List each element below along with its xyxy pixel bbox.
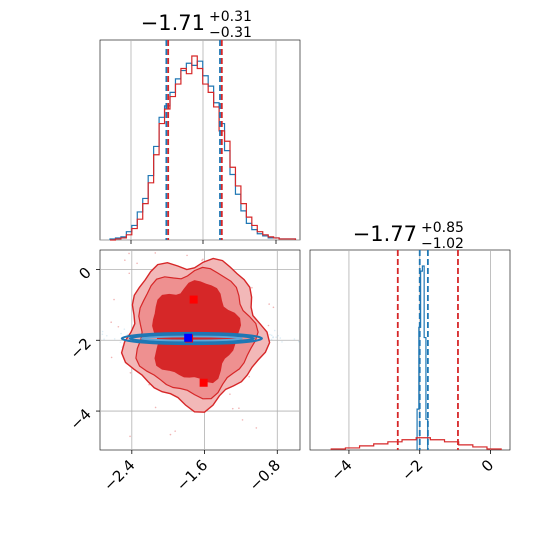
contour-inner bbox=[152, 280, 242, 384]
sample-point bbox=[270, 334, 273, 337]
sample-point bbox=[273, 329, 276, 332]
y-tick-label: −4 bbox=[66, 405, 94, 433]
sample-point bbox=[154, 252, 157, 254]
x-tick-label: −2 bbox=[398, 456, 426, 484]
y-tick-label: 0 bbox=[75, 264, 94, 283]
quantile-lines bbox=[396, 250, 459, 450]
sample-point bbox=[255, 427, 258, 429]
y-ticks: 0 −2 −4 bbox=[66, 264, 100, 434]
panel-title-minus-param-2: −1.02 bbox=[421, 236, 464, 252]
sample-point bbox=[129, 372, 132, 374]
sample-point bbox=[154, 406, 157, 409]
sample-point bbox=[238, 407, 240, 410]
point-marker bbox=[199, 378, 208, 387]
sample-point bbox=[279, 337, 282, 339]
panel-title-plus-param-1: +0.31 bbox=[209, 9, 252, 25]
sample-point bbox=[275, 336, 277, 338]
histogram-series bbox=[330, 437, 502, 450]
sample-point bbox=[174, 430, 176, 432]
histogram-series bbox=[110, 55, 297, 241]
sample-point bbox=[231, 407, 234, 410]
sample-point bbox=[270, 338, 273, 341]
sample-point bbox=[124, 259, 126, 261]
x-tick-label: −0.8 bbox=[246, 456, 284, 494]
sample-point bbox=[119, 341, 122, 344]
sample-point bbox=[201, 259, 203, 262]
sample-point bbox=[272, 336, 274, 339]
sample-point bbox=[103, 338, 105, 341]
sample-point bbox=[251, 286, 253, 289]
point-markers bbox=[184, 295, 208, 387]
x-tick-label: −4 bbox=[327, 456, 355, 484]
sample-point bbox=[113, 298, 115, 301]
point-marker bbox=[189, 295, 198, 304]
sample-point bbox=[136, 262, 138, 265]
sample-point bbox=[241, 419, 244, 421]
histograms bbox=[109, 55, 297, 241]
x-tick-label: −2.4 bbox=[100, 456, 138, 494]
panel-title-param-1: −1.71 bbox=[141, 11, 205, 35]
x-tick-label: −1.6 bbox=[173, 456, 211, 494]
sample-point bbox=[202, 258, 204, 261]
sample-point bbox=[126, 333, 129, 336]
sample-point bbox=[129, 435, 131, 438]
sample-point bbox=[272, 306, 275, 309]
blue-contour bbox=[120, 331, 263, 346]
panel-title-param-2: −1.77 bbox=[353, 222, 417, 246]
sample-point bbox=[101, 333, 104, 336]
sample-point bbox=[148, 383, 150, 386]
panel-title-plus-param-2: +0.85 bbox=[421, 220, 464, 236]
panel-title-minus-param-1: −0.31 bbox=[209, 25, 252, 41]
marginal-panel-param-1: −1.71 +0.31 −0.31 bbox=[99, 9, 301, 244]
sample-point bbox=[298, 340, 300, 343]
marginal-panel-param-2: −4 −2 0 −1.77 +0.85 −1.02 bbox=[309, 220, 511, 484]
sample-point bbox=[113, 338, 116, 340]
sample-point bbox=[248, 375, 250, 378]
sample-point bbox=[169, 433, 172, 436]
quantile-lines bbox=[165, 40, 223, 240]
axes-frame bbox=[309, 249, 511, 451]
sample-point bbox=[269, 333, 271, 336]
sample-point bbox=[268, 303, 270, 305]
sample-point bbox=[277, 334, 279, 337]
sample-point bbox=[128, 272, 131, 275]
sample-point bbox=[123, 328, 126, 330]
x-ticks: −2.4 −1.6 −0.8 bbox=[100, 450, 284, 495]
point-marker bbox=[184, 333, 193, 342]
axes-frame bbox=[99, 39, 301, 241]
sample-point bbox=[101, 330, 104, 333]
sample-point bbox=[267, 324, 270, 327]
sample-point bbox=[105, 334, 108, 337]
x-tick-label: 0 bbox=[478, 456, 497, 475]
sample-point bbox=[281, 341, 283, 343]
sample-point bbox=[110, 321, 112, 324]
sample-point bbox=[120, 332, 122, 335]
sample-point bbox=[272, 336, 274, 338]
x-ticks: −4 −2 0 bbox=[327, 450, 497, 484]
sample-point bbox=[186, 254, 188, 257]
y-tick-label: −2 bbox=[66, 334, 94, 362]
sample-point bbox=[117, 325, 120, 328]
sample-point bbox=[110, 356, 113, 359]
sample-point bbox=[229, 393, 231, 395]
sample-point bbox=[128, 252, 130, 255]
density-contours bbox=[120, 257, 271, 413]
x-ticks bbox=[130, 240, 277, 244]
joint-panel: −2.4 −1.6 −0.8 0 −2 −4 bbox=[66, 249, 301, 495]
sample-point bbox=[293, 338, 296, 340]
